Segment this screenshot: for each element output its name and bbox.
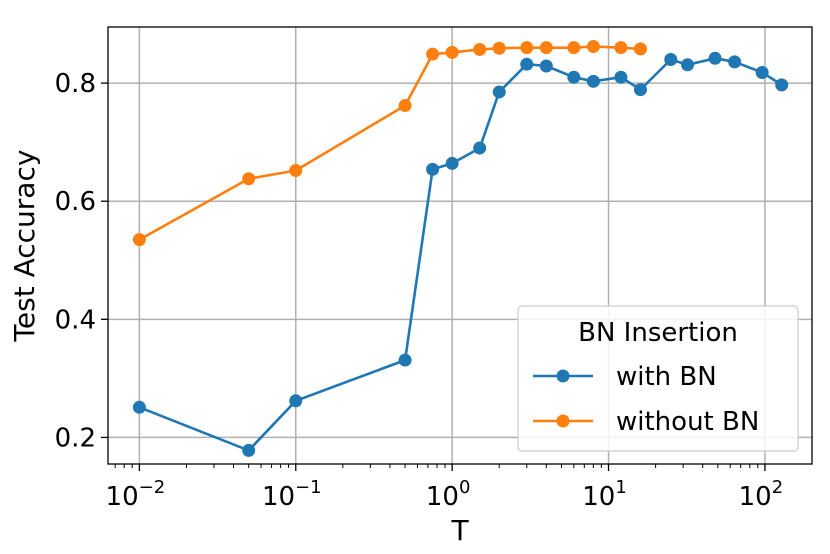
x-tick-label: 10−1 (262, 477, 322, 512)
y-tick-label: 0.4 (55, 305, 96, 335)
data-point (586, 74, 600, 88)
data-point (398, 353, 412, 367)
data-point (445, 45, 459, 59)
x-tick-label-exponent: 0 (459, 477, 470, 498)
legend-label: without BN (616, 407, 759, 437)
data-point (492, 41, 506, 55)
x-tick-label-exponent: 1 (615, 477, 626, 498)
x-tick-label-base: 10 (739, 482, 772, 512)
series-without-bn (132, 39, 647, 247)
series-with-bn (132, 51, 789, 457)
x-axis-label: T (450, 514, 469, 547)
grid (108, 27, 812, 464)
data-point (567, 70, 581, 84)
x-tick-label-base: 10 (262, 482, 295, 512)
data-point (520, 41, 534, 55)
x-tick-label: 102 (739, 477, 784, 512)
legend: BN Insertion with BN without BN (517, 305, 799, 452)
x-tick-label-exponent: −1 (295, 477, 322, 498)
series-line (138, 45, 641, 241)
data-point (775, 78, 789, 92)
data-point (289, 164, 303, 178)
data-point (586, 39, 600, 53)
data-point (289, 394, 303, 408)
x-tick-label: 101 (582, 477, 627, 512)
x-tick-label: 100 (426, 477, 471, 512)
data-point (681, 58, 695, 72)
data-point (426, 47, 440, 61)
data-point (633, 42, 647, 56)
x-tick-label-exponent: −2 (139, 477, 166, 498)
y-axis-label: Test Accuracy (8, 150, 41, 343)
data-point (492, 85, 506, 99)
data-point (445, 156, 459, 170)
data-point (755, 65, 769, 79)
legend-entry: without BN (533, 407, 759, 437)
data-point (664, 52, 678, 66)
legend-entry: with BN (533, 362, 717, 392)
data-point (473, 42, 487, 56)
data-point (520, 57, 534, 71)
data-point (242, 443, 256, 457)
data-point (132, 233, 146, 247)
x-tick-label-base: 10 (106, 482, 139, 512)
data-point (426, 162, 440, 176)
legend-label: with BN (616, 362, 717, 392)
plot-frame (107, 26, 813, 465)
data-point (728, 55, 742, 69)
data-point (242, 172, 256, 186)
data-point (614, 70, 628, 84)
data-point (633, 83, 647, 97)
legend-box (517, 305, 799, 452)
data-point (614, 41, 628, 55)
data-point (708, 51, 722, 65)
series-layer (132, 39, 789, 457)
data-point (398, 99, 412, 113)
data-point (567, 41, 581, 55)
data-point (473, 141, 487, 155)
y-tick-label: 0.6 (55, 187, 96, 217)
legend-marker (556, 414, 570, 428)
y-tick-label: 0.2 (55, 423, 96, 453)
data-point (539, 59, 553, 73)
legend-marker (556, 369, 570, 383)
x-tick-label-base: 10 (582, 482, 615, 512)
data-point (132, 400, 146, 414)
y-tick-label: 0.8 (55, 69, 96, 99)
x-tick-label: 10−2 (106, 477, 166, 512)
legend-entries: with BN without BN (533, 362, 759, 437)
x-tick-label-base: 10 (426, 482, 459, 512)
data-point (539, 41, 553, 55)
legend-title: BN Insertion (578, 318, 738, 348)
x-tick-label-exponent: 2 (772, 477, 783, 498)
